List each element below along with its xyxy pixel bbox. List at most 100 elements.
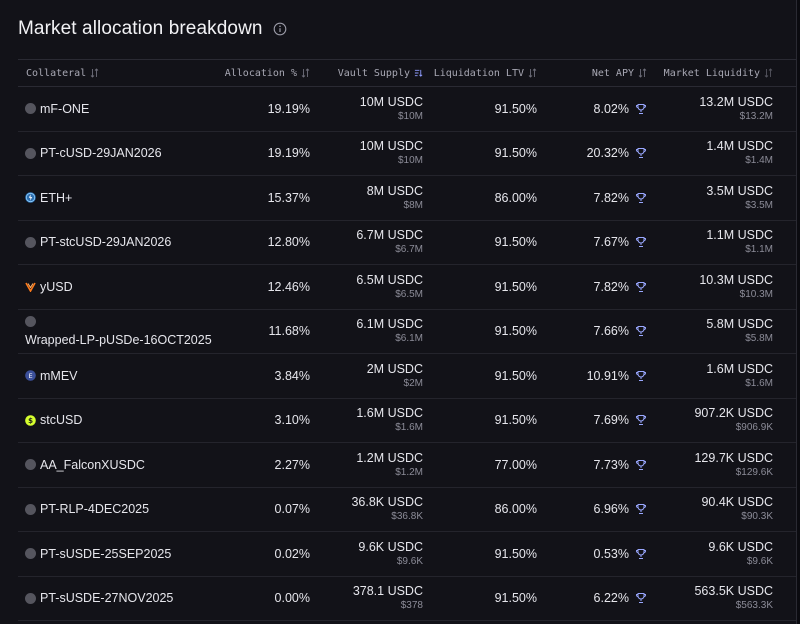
collateral-name: PT-stcUSD-29JAN2026 <box>40 235 172 250</box>
table-row[interactable]: mF-ONE 19.19% 10M USDC $10M 91.50% 8.02%… <box>18 86 796 132</box>
collateral-name: PT-sUSDE-27NOV2025 <box>40 591 174 606</box>
trophy-icon[interactable] <box>635 503 647 515</box>
collateral-name: AA_FalconXUSDC <box>40 457 145 472</box>
collateral-name: mMEV <box>40 368 78 383</box>
row-spacer <box>773 264 796 310</box>
grey-circle-icon <box>25 592 36 604</box>
table-row[interactable]: yUSD 12.46% 6.5M USDC $6.5M 91.50% 7.82%… <box>18 264 796 310</box>
table-row[interactable]: E mMEV 3.84% 2M USDC $2M 91.50% 10.91% 1… <box>18 353 796 399</box>
collateral: yUSD <box>25 280 218 294</box>
table-row[interactable]: PT-sUSDE-27NOV2025 0.00% 378.1 USDC $378… <box>18 576 796 621</box>
collateral: ETH+ <box>25 191 218 205</box>
collateral-cell: PT-cUSD-29JAN2026 <box>18 131 218 176</box>
ltv-cell: 91.50% <box>423 220 537 265</box>
vault-supply-usd: $6.7M <box>395 244 423 256</box>
allocation-cell: 11.68% <box>218 309 310 354</box>
trophy-icon[interactable] <box>635 370 647 382</box>
info-icon[interactable] <box>273 22 287 36</box>
sort-icon <box>301 68 310 78</box>
ltv-cell: 91.50% <box>423 131 537 176</box>
column-header-vault-supply[interactable]: Vault Supply <box>310 59 423 87</box>
table-row[interactable]: $ stcUSD 3.10% 1.6M USDC $1.6M 91.50% 7.… <box>18 398 796 443</box>
column-header-net-apy[interactable]: Net APY <box>537 59 647 87</box>
trophy-icon[interactable] <box>635 414 647 426</box>
net-apy-value: 20.32% <box>586 146 629 161</box>
vault-supply-value: 9.6K USDC <box>358 539 423 554</box>
table-row[interactable]: AA_FalconXUSDC 2.27% 1.2M USDC $1.2M 77.… <box>18 442 796 488</box>
collateral-cell: Wrapped-LP-pUSDe-16OCT2025 <box>18 309 218 354</box>
trophy-icon[interactable] <box>635 236 647 248</box>
allocation-value: 11.68% <box>268 324 310 339</box>
vault-supply-cell: 6.1M USDC $6.1M <box>310 309 423 354</box>
column-header-market-liquidity[interactable]: Market Liquidity <box>647 59 773 87</box>
ltv-cell: 86.00% <box>423 487 537 532</box>
ltv-cell: 91.50% <box>423 309 537 354</box>
collateral-cell: mF-ONE <box>18 86 218 132</box>
ltv-value: 91.50% <box>494 413 537 428</box>
column-label: Liquidation LTV <box>433 67 524 79</box>
collateral-cell: $ stcUSD <box>18 398 218 443</box>
market-liquidity-value: 1.6M USDC <box>706 361 773 376</box>
table-row[interactable]: PT-stcUSD-29JAN2026 12.80% 6.7M USDC $6.… <box>18 220 796 265</box>
allocation-value: 12.80% <box>267 235 310 250</box>
allocation-value: 3.84% <box>274 368 310 383</box>
collateral-name: mF-ONE <box>40 101 90 116</box>
trophy-icon[interactable] <box>635 103 647 115</box>
vault-supply-usd: $6.5M <box>395 288 423 300</box>
column-header-liquidation-ltv[interactable]: Liquidation LTV <box>423 59 537 87</box>
allocation-value: 0.00% <box>274 591 310 606</box>
vault-supply-value: 6.1M USDC <box>356 317 423 332</box>
collateral-name: Wrapped-LP-pUSDe-16OCT2025 <box>25 332 212 347</box>
vault-supply-value: 6.7M USDC <box>356 228 423 243</box>
ltv-cell: 91.50% <box>423 398 537 443</box>
collateral-name: stcUSD <box>40 413 83 428</box>
trophy-icon[interactable] <box>635 281 647 293</box>
allocation-value: 3.10% <box>274 413 310 428</box>
market-liquidity-usd: $129.6K <box>735 466 773 478</box>
trophy-icon[interactable] <box>635 548 647 560</box>
vault-supply-usd: $9.6K <box>396 555 423 567</box>
row-spacer <box>773 576 796 621</box>
vault-supply-value: 378.1 USDC <box>352 584 423 599</box>
allocation-cell: 0.02% <box>218 531 310 577</box>
allocation-cell: 0.00% <box>218 576 310 621</box>
vault-supply-value: 10M USDC <box>359 94 423 109</box>
collateral: PT-cUSD-29JAN2026 <box>25 146 218 160</box>
collateral: $ stcUSD <box>25 413 218 427</box>
vault-supply-usd: $378 <box>400 600 423 612</box>
market-liquidity-usd: $90.3K <box>741 511 773 523</box>
row-spacer <box>773 353 796 399</box>
trophy-icon[interactable] <box>635 459 647 471</box>
row-spacer <box>773 398 796 443</box>
ltv-value: 86.00% <box>494 190 537 205</box>
collateral: PT-sUSDE-25SEP2025 <box>25 547 218 561</box>
column-header-allocation[interactable]: Allocation % <box>218 59 310 87</box>
trophy-icon[interactable] <box>635 592 647 604</box>
market-liquidity-value: 9.6K USDC <box>708 539 773 554</box>
trophy-icon[interactable] <box>635 325 647 337</box>
row-spacer <box>773 531 796 577</box>
vault-supply-usd: $10M <box>397 110 423 122</box>
table-row[interactable]: Wrapped-LP-pUSDe-16OCT2025 11.68% 6.1M U… <box>18 309 796 354</box>
net-apy-cell: 7.66% <box>537 309 647 354</box>
allocation-cell: 12.46% <box>218 264 310 310</box>
sort-icon <box>764 68 773 78</box>
table-row[interactable]: PT-cUSD-29JAN2026 19.19% 10M USDC $10M 9… <box>18 131 796 176</box>
net-apy-cell: 20.32% <box>537 131 647 176</box>
trophy-icon[interactable] <box>635 192 647 204</box>
table-row[interactable]: ETH+ 15.37% 8M USDC $8M 86.00% 7.82% 3.5… <box>18 175 796 221</box>
vault-supply-cell: 8M USDC $8M <box>310 175 423 221</box>
ltv-value: 86.00% <box>494 502 537 517</box>
table-row[interactable]: PT-sUSDE-25SEP2025 0.02% 9.6K USDC $9.6K… <box>18 531 796 577</box>
vault-supply-cell: 6.7M USDC $6.7M <box>310 220 423 265</box>
table-row[interactable]: PT-RLP-4DEC2025 0.07% 36.8K USDC $36.8K … <box>18 487 796 532</box>
stcusd-icon: $ <box>25 414 36 426</box>
vault-supply-value: 1.6M USDC <box>356 406 423 421</box>
trophy-icon[interactable] <box>635 147 647 159</box>
allocation-value: 0.07% <box>274 502 310 517</box>
sort-icon <box>90 68 99 78</box>
collateral-name: ETH+ <box>40 190 73 205</box>
collateral-cell: AA_FalconXUSDC <box>18 442 218 488</box>
ltv-value: 91.50% <box>494 279 537 294</box>
column-header-collateral[interactable]: Collateral <box>18 59 218 87</box>
